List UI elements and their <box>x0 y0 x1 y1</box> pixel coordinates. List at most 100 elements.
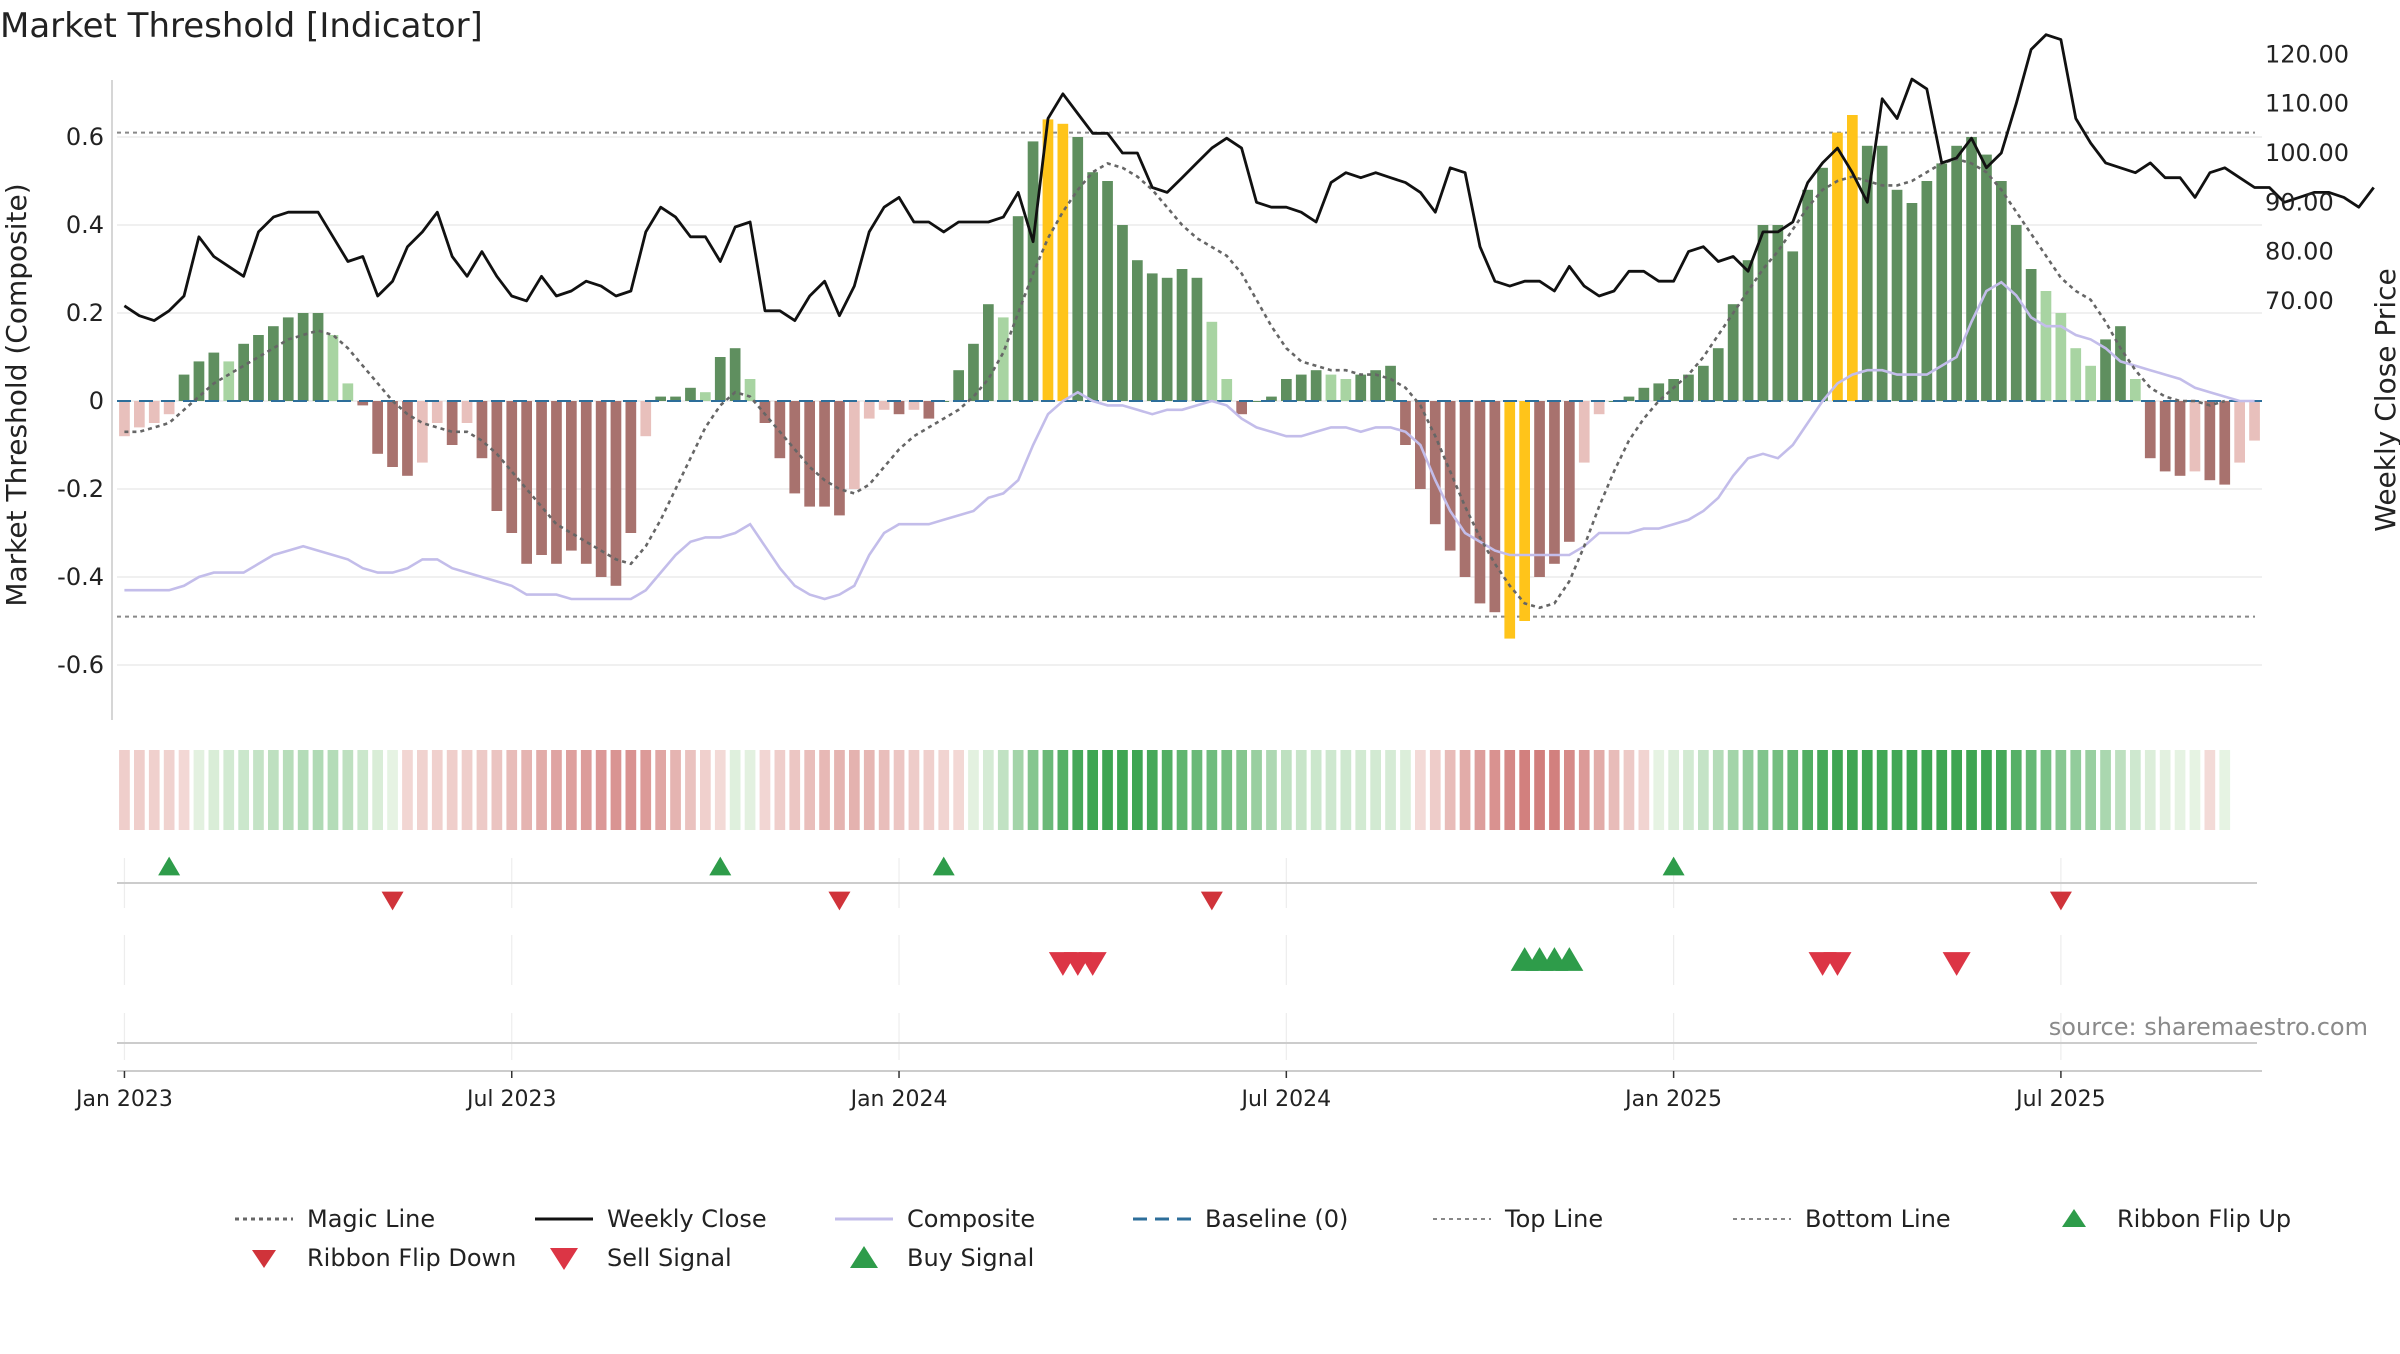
composite-bar <box>1906 203 1918 401</box>
ribbon-cell <box>640 750 652 830</box>
composite-bar <box>491 401 503 511</box>
composite-bar <box>148 401 160 423</box>
ribbon-cell <box>1906 750 1918 830</box>
legend-marker <box>850 1246 878 1268</box>
ribbon-cell <box>2130 750 2141 830</box>
ribbon-flip-down-marker <box>381 891 404 911</box>
composite-bar <box>1459 401 1471 577</box>
left-tick-label: 0.2 <box>66 299 104 327</box>
composite-bar <box>1981 154 1992 401</box>
composite-bar <box>268 326 279 401</box>
ribbon-cell <box>282 750 294 830</box>
ribbon-cell <box>1861 750 1873 830</box>
composite-bar <box>163 401 175 415</box>
composite-bar <box>312 313 324 401</box>
right-tick-label: 110.00 <box>2265 90 2349 118</box>
legend-label: Magic Line <box>307 1205 435 1233</box>
composite-bar <box>1117 225 1128 401</box>
ribbon-cell <box>1951 750 1962 830</box>
ribbon-cell <box>1653 750 1665 830</box>
ribbon-cell <box>2144 750 2156 830</box>
right-tick-label: 120.00 <box>2265 40 2349 68</box>
composite-bar <box>923 401 935 419</box>
ribbon-flip-up-marker <box>158 856 181 876</box>
triangle-down-icon <box>252 1250 276 1268</box>
ribbon-cell <box>1772 750 1784 830</box>
ribbon <box>119 750 2231 830</box>
composite-bar <box>1057 123 1069 402</box>
ribbon-cell <box>134 750 145 830</box>
ribbon-cell <box>655 750 666 830</box>
composite-bar <box>670 396 681 401</box>
ribbon-cell <box>834 750 845 830</box>
composite-bar <box>1012 216 1024 401</box>
legend-label: Bottom Line <box>1805 1205 1951 1233</box>
left-tick-label: -0.4 <box>57 563 104 591</box>
ribbon-cell <box>953 750 964 830</box>
ribbon-cell <box>1832 750 1843 830</box>
composite-bar <box>1802 189 1813 401</box>
right-tick-label: 80.00 <box>2265 238 2334 266</box>
composite-bar <box>610 401 622 586</box>
ribbon-cell <box>1891 750 1903 830</box>
right-tick-label: 100.00 <box>2265 139 2349 167</box>
composite-bar <box>2040 291 2052 401</box>
ribbon-cell <box>938 750 950 830</box>
legend-marker <box>550 1248 578 1270</box>
composite-bar <box>1444 401 1456 551</box>
composite-bar <box>1549 401 1560 564</box>
ribbon-cell <box>1355 750 1367 830</box>
composite-bar <box>1698 365 1709 401</box>
buy-signal-marker <box>1555 947 1584 971</box>
composite-bar <box>789 401 801 494</box>
ribbon-cell <box>1295 750 1307 830</box>
ribbon-cell <box>685 750 696 830</box>
composite-bar <box>521 401 532 564</box>
composite-bar <box>834 401 845 516</box>
legend-label: Ribbon Flip Down <box>307 1244 516 1272</box>
composite-bar <box>2070 348 2082 401</box>
legend-label: Baseline (0) <box>1205 1205 1348 1233</box>
composite-bar <box>997 317 1009 401</box>
ribbon-cell <box>208 750 220 830</box>
ribbon-cell <box>744 750 756 830</box>
ribbon-cell <box>1146 750 1158 830</box>
ribbon-cell <box>1847 750 1858 830</box>
composite-bar <box>1623 396 1635 401</box>
left-axis: 0.6 0.4 0.2 0 -0.2 -0.4 -0.6 <box>57 80 113 720</box>
ribbon-cell <box>983 750 994 830</box>
legend-marker <box>252 1250 276 1268</box>
composite-bar <box>431 401 443 423</box>
ribbon-cell <box>1266 750 1277 830</box>
composite-bar <box>2010 225 2022 401</box>
composite-bar <box>461 401 473 423</box>
composite-bar <box>1966 137 1977 401</box>
ribbon-cell <box>1042 750 1054 830</box>
composite-bar <box>2234 401 2245 463</box>
ribbon-cell <box>1921 750 1933 830</box>
ribbon-cell <box>417 750 428 830</box>
ribbon-cell <box>446 750 458 830</box>
ribbon-cell <box>2159 750 2171 830</box>
composite-bar <box>1817 167 1828 401</box>
left-axis-label: Market Threshold (Composite) <box>0 183 33 606</box>
legend-label: Sell Signal <box>607 1244 732 1272</box>
ribbon-cell <box>1966 750 1977 830</box>
ribbon-cell <box>2055 750 2067 830</box>
composite-bar <box>357 401 369 406</box>
ribbon-cell <box>1415 750 1426 830</box>
composite-bar <box>1891 189 1903 401</box>
composite-bar <box>193 361 205 401</box>
composite-bar <box>625 401 637 533</box>
ribbon-cell <box>670 750 681 830</box>
ribbon-cell <box>431 750 443 830</box>
ribbon-flip-down-marker <box>1200 891 1223 911</box>
ribbon-cell <box>1102 750 1113 830</box>
composite-bar <box>1161 277 1173 401</box>
ribbon-cell <box>357 750 369 830</box>
ribbon-cell <box>1787 750 1799 830</box>
ribbon-cell <box>1668 750 1679 830</box>
composite-bar <box>1668 379 1679 401</box>
composite-bar <box>1683 374 1694 401</box>
composite-bar <box>893 401 905 415</box>
